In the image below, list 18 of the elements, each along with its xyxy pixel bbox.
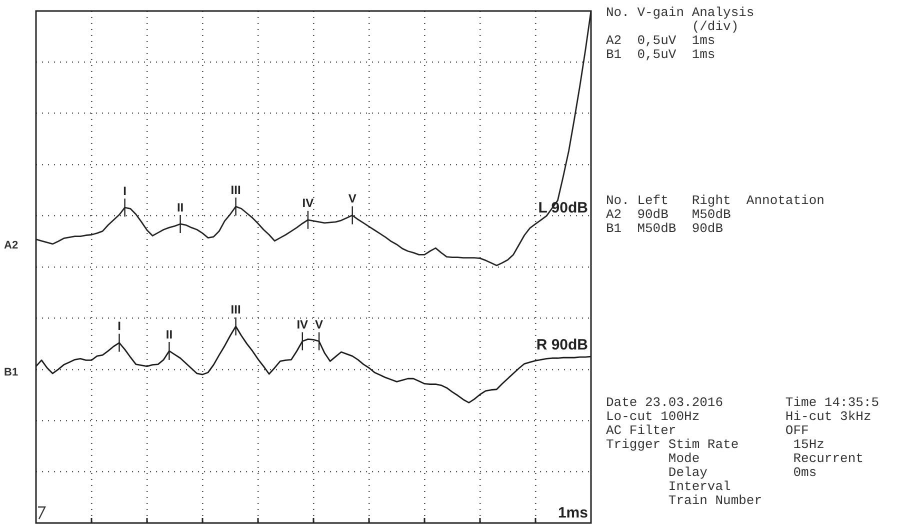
- series-label: A2: [4, 239, 18, 252]
- annotation: V: [315, 318, 324, 332]
- text: Date 23.03.2016 Time 14:35:5 Lo-cut 100Hz Hi-cut 3kHz AC Filter OFF Trigger Stim Rate 15Hz Mode Recurrent Delay 0ms Interval Train Number: [606, 395, 880, 508]
- series-label: B1: [4, 366, 18, 378]
- annotation: L 90dB: [538, 200, 588, 217]
- annotation: IV: [302, 196, 314, 210]
- annotation: II: [176, 200, 184, 214]
- annotation: II: [166, 327, 173, 342]
- annotation: I: [118, 319, 121, 334]
- text: No. V-gain Analysis (/div) A2 0,5uV 1ms B1 0,5uV 1ms: [606, 5, 754, 62]
- annotation: 1ms: [558, 504, 588, 522]
- annotation: I: [123, 184, 126, 198]
- annotation: III: [230, 302, 241, 317]
- annotation: V: [348, 192, 356, 206]
- annotation: IV: [296, 318, 308, 332]
- text: No. Left Right Annotation A2 90dB M50dB B1 M50dB 90dB: [606, 193, 824, 236]
- annotation: R 90dB: [536, 336, 588, 354]
- annotation: III: [230, 182, 241, 197]
